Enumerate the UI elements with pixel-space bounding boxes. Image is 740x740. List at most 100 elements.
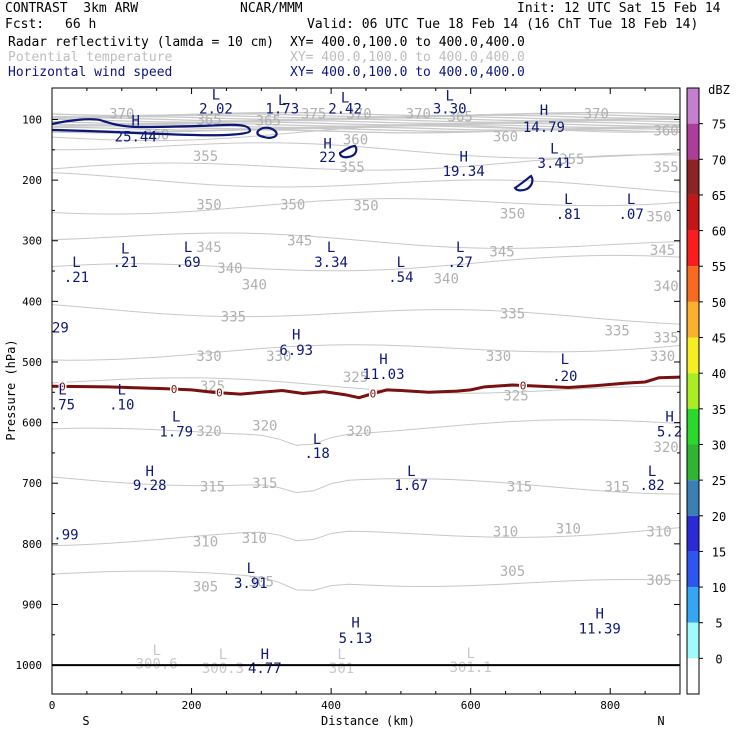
freezing-label-bg: [215, 387, 224, 398]
theta-label: 350: [196, 197, 221, 213]
surface-theta-value: 301: [329, 661, 354, 677]
y-tick-label: 200: [22, 174, 42, 187]
theta-label: 335: [500, 306, 525, 322]
theta-label: 330: [486, 349, 511, 365]
theta-contour: [51, 344, 681, 361]
theta-label: 325: [503, 388, 528, 404]
wind-extremum-value: 3.91: [234, 576, 268, 592]
wind-extremum-value: .81: [556, 207, 581, 223]
theta-label: 335: [653, 331, 678, 347]
wind-extremum-value: .20: [552, 369, 577, 385]
field-wind-name: Horizontal wind speed: [8, 65, 173, 80]
wind-extremum-value: 3.34: [314, 255, 348, 271]
theta-label: 340: [242, 277, 267, 293]
theta-contour: [51, 172, 681, 193]
wind-extremum-letter: H: [665, 410, 673, 426]
edge-value-label: .99: [53, 528, 78, 544]
wind-extremum-letter: H: [292, 328, 300, 344]
wind-extremum-letter: H: [379, 352, 387, 368]
freezing-label: 0: [370, 388, 377, 401]
theta-label: 335: [605, 323, 630, 339]
theta-label: 365: [448, 109, 473, 125]
colorbar-level: 50: [712, 296, 726, 310]
field-reflectivity-name: Radar reflectivity (lamda = 10 cm): [8, 35, 275, 50]
theta-label: 345: [650, 243, 675, 259]
colorbar-level: 70: [712, 153, 726, 167]
wind-extremum-letter: L: [212, 88, 220, 104]
wind-extremum-value: .54: [388, 270, 413, 286]
colorbar-swatch: [687, 515, 699, 552]
theta-label: 370: [346, 106, 371, 122]
colorbar-swatch: [687, 230, 699, 267]
freezing-label: 0: [520, 379, 527, 392]
colorbar-level: 55: [712, 260, 726, 274]
y-tick-label: 1000: [16, 659, 43, 672]
colorbar-level: 35: [712, 403, 726, 417]
field-theta-xy: XY= 400.0,100.0 to 400.0,400.0: [290, 50, 525, 65]
wind-extremum-value: 5.2: [657, 425, 682, 441]
theta-label: 305: [193, 579, 218, 595]
theta-contour: [51, 527, 681, 547]
theta-label: 315: [507, 479, 532, 495]
theta-label: 345: [196, 240, 221, 256]
colorbar-level: 30: [712, 438, 726, 452]
wind-extremum-value: 3.30: [433, 102, 467, 118]
y-tick-label: 700: [22, 477, 42, 490]
theta-contour: [51, 129, 681, 134]
wind-speed-contours: [51, 118, 534, 192]
theta-label: 310: [556, 522, 581, 538]
valid-time: Valid: 06 UTC Tue 18 Feb 14 (16 ChT Tue …: [307, 17, 699, 32]
edge-value-label: 29: [52, 320, 69, 336]
wind-extremum-value: .69: [175, 255, 200, 271]
wind-extremum-letter: L: [561, 352, 569, 368]
y-tick-label: 900: [22, 598, 42, 611]
colorbar-swatch: [687, 194, 699, 231]
wind-extremum-letter: L: [341, 91, 349, 107]
freezing-label: 0: [216, 387, 223, 400]
theta-label: 320: [252, 419, 277, 435]
wind-extremum-letter: H: [145, 464, 153, 480]
wind-extremum-letter: H: [540, 103, 548, 119]
colorbar-swatch: [687, 444, 699, 481]
x-tick-label: 600: [461, 699, 481, 712]
wind-extremum-value: 1.67: [394, 478, 428, 494]
colorbar-swatch: [687, 658, 699, 694]
theta-label: 350: [280, 197, 305, 213]
org-label: NCAR/MMM: [240, 1, 303, 16]
wind-extremum-value: 2.02: [199, 102, 233, 118]
freezing-label: 0: [59, 380, 66, 393]
surface-theta-value: 300.3: [202, 661, 244, 677]
wind-extremum-value: 19.34: [443, 164, 485, 180]
colorbar-swatch: [687, 88, 699, 124]
theta-label: 305: [646, 573, 671, 589]
colorbar-swatch: [687, 266, 699, 302]
colorbar-level: 20: [712, 510, 726, 524]
theta-label: 340: [217, 261, 242, 277]
wind-extremum-letter: H: [351, 616, 359, 632]
y-tick-label: 500: [22, 356, 42, 369]
colorbar-level: 10: [712, 581, 726, 595]
wind-extremum-letter: L: [648, 464, 656, 480]
wind-extremum-value: 4.77: [248, 661, 282, 677]
theta-label: 315: [200, 479, 225, 495]
theta-label: 350: [353, 199, 378, 215]
wind-jet-contour-closed: [256, 126, 278, 139]
theta-contour: [51, 419, 681, 446]
reflectivity-colorbar: 0 5 10 15 20 25 30 35 40 45 50 55 60 65 70 75 dBZ: [686, 83, 730, 695]
wind-extremum-value: .21: [113, 255, 138, 271]
theta-label: 305: [249, 574, 274, 590]
colorbar-level: 5: [715, 617, 722, 631]
colorbar-swatch: [687, 551, 699, 588]
theta-label: 370: [584, 106, 609, 122]
theta-label: 375: [301, 106, 326, 122]
theta-contour: [51, 154, 681, 171]
colorbar-level: 25: [712, 474, 726, 488]
wind-extremum-value: 25.44: [115, 129, 157, 145]
y-tick-label: 400: [22, 295, 42, 308]
init-time: Init: 12 UTC Sat 15 Feb 14: [517, 1, 721, 16]
theta-label: 365: [256, 114, 281, 130]
theta-label: 355: [193, 149, 218, 165]
